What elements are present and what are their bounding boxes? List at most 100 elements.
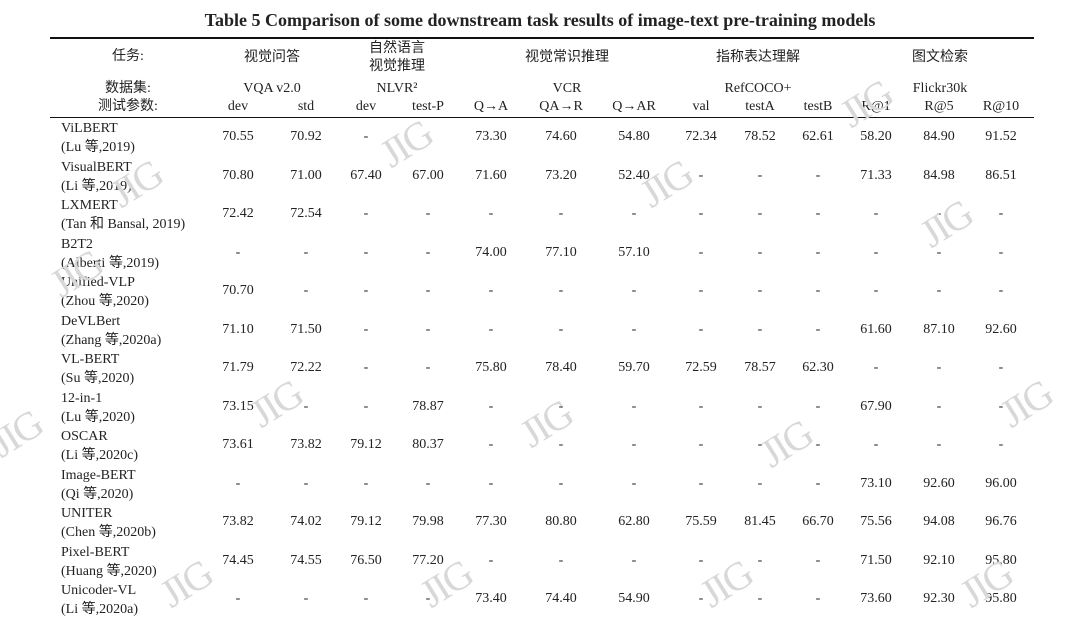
table-cell: 84.98	[923, 167, 955, 183]
watermark-text: JIG	[512, 390, 580, 457]
table-cell: 78.87	[412, 398, 444, 414]
table-cell: 71.00	[290, 167, 322, 183]
table-cell: 71.50	[860, 552, 892, 568]
table-cell: -	[998, 206, 1004, 221]
table-cell: 74.45	[222, 552, 254, 568]
table-cell: 95.80	[985, 552, 1017, 568]
model-name: ViLBERT	[61, 121, 118, 136]
table-cell: -	[873, 283, 879, 298]
table-cell: -	[815, 244, 821, 260]
table-cell: -	[488, 206, 494, 221]
table-cell: -	[936, 283, 942, 298]
table-cell: -	[757, 321, 763, 337]
table-cell: -	[235, 475, 241, 491]
table-cell: -	[363, 591, 369, 606]
model-cell: UNITER (Chen 等,2020b)	[61, 504, 156, 542]
table-cell: 72.42	[222, 206, 254, 221]
table-cell: 78.52	[744, 129, 776, 144]
table-cell: -	[698, 552, 704, 568]
table-cell: -	[631, 321, 637, 337]
table-cell: -	[235, 591, 241, 606]
table-cell: 92.30	[923, 591, 955, 606]
table-cell: 75.56	[860, 514, 892, 529]
table-cell: -	[815, 475, 821, 491]
table-cell: 78.40	[545, 360, 577, 375]
model-reference: (Lu 等,2019)	[61, 140, 135, 155]
table-cell: -	[815, 552, 821, 568]
table-cell: -	[936, 437, 942, 452]
model-reference: (Su 等,2020)	[61, 371, 135, 386]
model-name: Unified-VLP	[61, 275, 135, 290]
table-cell: -	[873, 244, 879, 260]
table-cell: -	[698, 591, 704, 606]
dataset-name: RefCOCO+	[724, 81, 792, 96]
table-cell: 73.40	[475, 591, 507, 606]
table-cell: 57.10	[618, 244, 650, 260]
model-cell: VisualBERT (Li 等,2019)	[61, 158, 132, 196]
table-cell: -	[815, 591, 821, 606]
table-cell: -	[303, 398, 309, 414]
watermark-text: JIG	[912, 190, 980, 257]
table-cell: -	[303, 475, 309, 491]
task-name: 图文检索	[912, 50, 968, 65]
table-cell: 79.98	[412, 514, 444, 529]
table-cell: -	[698, 321, 704, 337]
table-cell: -	[631, 437, 637, 452]
table-cell: -	[998, 244, 1004, 260]
table-cell: -	[757, 283, 763, 298]
table-cell: -	[425, 206, 431, 221]
table-cell: 92.60	[923, 475, 955, 491]
table-cell: -	[757, 206, 763, 221]
table-cell: -	[815, 437, 821, 452]
table-cell: 62.80	[618, 514, 650, 529]
model-reference: (Li 等,2020a)	[61, 602, 138, 617]
table-cell: 70.92	[290, 129, 322, 144]
table-cell: 73.61	[222, 437, 254, 452]
model-cell: B2T2 (Alberti 等,2019)	[61, 235, 159, 273]
table-cell: -	[757, 244, 763, 260]
table-cell: -	[631, 552, 637, 568]
model-cell: VL-BERT (Su 等,2020)	[61, 350, 134, 388]
metric-header: dev	[227, 99, 249, 114]
table-cell: 59.70	[618, 360, 650, 375]
task-name: 自然语言 视觉推理	[369, 41, 425, 74]
table-cell: -	[425, 129, 431, 144]
table-cell: 76.50	[350, 552, 382, 568]
table-cell: -	[698, 475, 704, 491]
table-cell: 74.40	[545, 591, 577, 606]
table-cell: 77.20	[412, 552, 444, 568]
dataset-name: NLVR²	[376, 81, 418, 96]
table-cell: 81.45	[744, 514, 776, 529]
table-cell: 70.55	[222, 129, 254, 144]
dataset-name: VCR	[552, 81, 582, 96]
table-cell: -	[998, 398, 1004, 414]
table-cell: -	[936, 398, 942, 414]
metric-header: dev	[355, 99, 377, 114]
table-cell: 54.90	[618, 591, 650, 606]
table-cell: 74.55	[290, 552, 322, 568]
task-name: 视觉问答	[244, 50, 300, 65]
table-cell: 77.30	[475, 514, 507, 529]
table-cell: 74.60	[545, 129, 577, 144]
table-cell: 79.12	[350, 514, 382, 529]
model-name: Unicoder-VL	[61, 583, 137, 598]
metric-header: val	[692, 99, 710, 114]
table-cell: -	[558, 321, 564, 337]
table-cell: 73.10	[860, 475, 892, 491]
table-cell: -	[558, 475, 564, 491]
table-cell: -	[631, 475, 637, 491]
table-cell: -	[363, 129, 369, 144]
table-cell: -	[698, 283, 704, 298]
dataset-name: Flickr30k	[912, 81, 968, 96]
model-cell: Unicoder-VL (Li 等,2020a)	[61, 581, 138, 619]
model-name: UNITER	[61, 506, 113, 521]
model-cell: LXMERT (Tan 和 Bansal, 2019)	[61, 196, 185, 234]
model-reference: (Zhou 等,2020)	[61, 294, 149, 309]
metric-header: R@5	[924, 99, 954, 114]
table-cell: -	[303, 244, 309, 260]
table-cell: -	[698, 206, 704, 221]
table-cell: 86.51	[985, 167, 1017, 183]
table-cell: 77.10	[545, 244, 577, 260]
metric-header: Q→A	[473, 99, 509, 114]
table-cell: 71.10	[222, 321, 254, 337]
